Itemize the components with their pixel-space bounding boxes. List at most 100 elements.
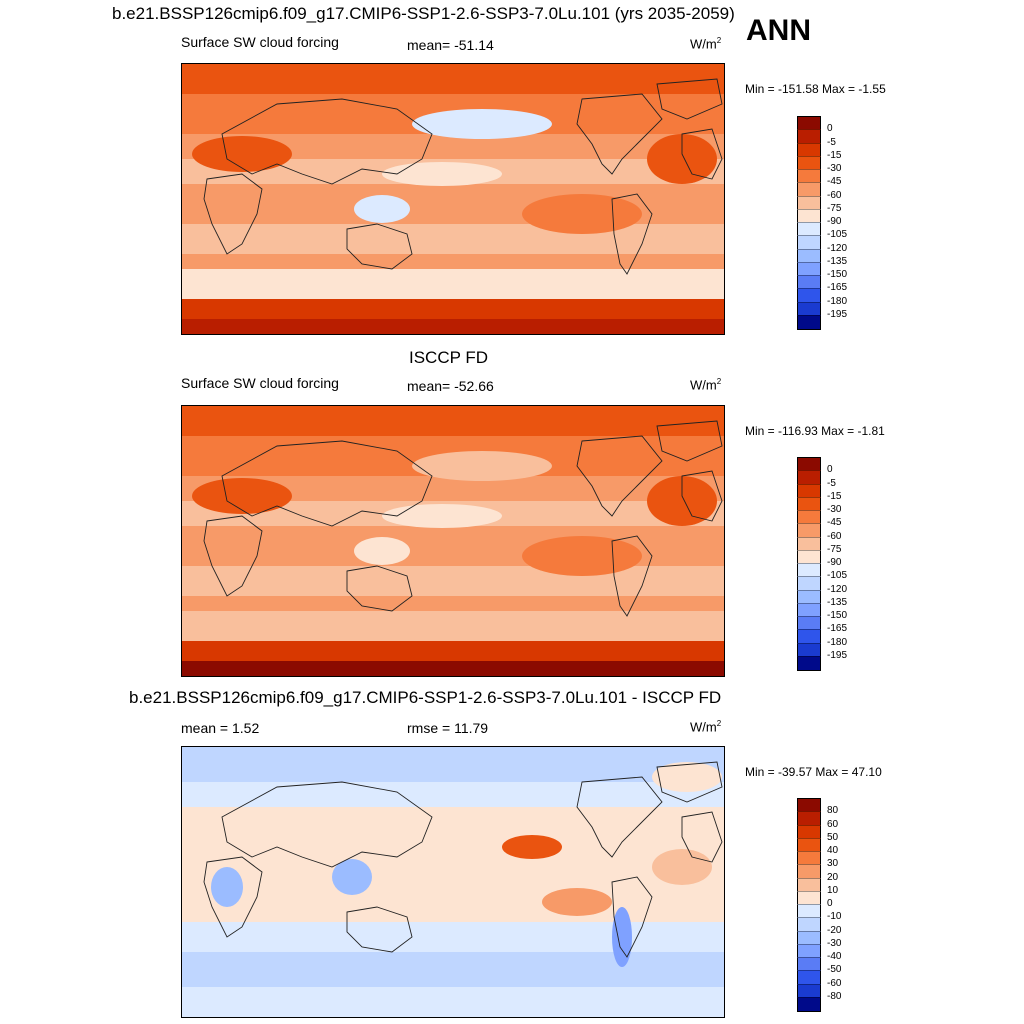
colorbar-swatch (797, 208, 821, 223)
coastline (656, 761, 723, 803)
colorbar-swatch (797, 142, 821, 157)
colorbar-swatch (797, 957, 821, 972)
colorbar-swatch (797, 602, 821, 617)
colorbar-tick-label: -150 (827, 610, 848, 621)
panel2-colorbar: 0 -5 -15 -30 -45 -60 -75 -90 -105 -120 -135 -150 -16… (797, 457, 847, 671)
colorbar-tick-label: 10 (827, 884, 839, 896)
southern-ocean-band (182, 611, 724, 641)
coastline (576, 93, 663, 175)
coastline (611, 535, 653, 617)
colorbar-tick-label: -150 (827, 269, 848, 280)
maritime-continent-anomaly (332, 859, 372, 895)
north-pacific-region (412, 451, 552, 481)
panel1-minmax: Min = -151.58 Max = -1.55 (745, 82, 886, 96)
panel2-variable-label: Surface SW cloud forcing (181, 375, 339, 391)
colorbar-tick-label: -60 (827, 189, 842, 201)
panel2-mean-label: mean= -52.66 (407, 378, 494, 394)
coastline (221, 98, 433, 185)
colorbar-swatch (797, 576, 821, 591)
colorbar-swatch (797, 536, 821, 551)
colorbar-tick-label: -80 (827, 990, 842, 1002)
antarctic-edge-band (182, 319, 724, 334)
colorbar-swatch (797, 877, 821, 892)
colorbar-swatch (797, 851, 821, 866)
panel1-map (181, 63, 725, 335)
colorbar-swatch (797, 261, 821, 276)
colorbar-swatch (797, 589, 821, 604)
colorbar-swatch (797, 930, 821, 945)
itcz-pacific (382, 504, 502, 528)
panel1-mean-label: mean= -51.14 (407, 37, 494, 53)
north-pacific-region (412, 109, 552, 139)
main-title: b.e21.BSSP126cmip6.f09_g17.CMIP6-SSP1-2.… (112, 4, 735, 23)
colorbar-swatch (797, 943, 821, 958)
colorbar-swatch (797, 655, 821, 671)
panel2-minmax: Min = -116.93 Max = -1.81 (745, 424, 885, 438)
colorbar-swatch (797, 496, 821, 511)
colorbar-tick-label: 20 (827, 871, 839, 883)
colorbar-tick-label: -75 (827, 543, 842, 555)
colorbar-swatch (797, 195, 821, 210)
atlantic-anomaly (652, 849, 712, 885)
colorbar-swatch (797, 116, 821, 131)
colorbar-swatch (797, 182, 821, 197)
colorbar-tick-label: -30 (827, 163, 842, 174)
sh-subtropic-band (182, 224, 724, 254)
greenland-region (652, 762, 722, 792)
colorbar-tick-label: -120 (827, 242, 848, 254)
coastline (221, 781, 433, 868)
arctic-band (182, 747, 724, 782)
colorbar-tick-label: -60 (827, 977, 842, 989)
itcz-pacific (382, 162, 502, 186)
se-pacific-anomaly (542, 888, 612, 916)
colorbar-swatch (797, 235, 821, 250)
coastline (346, 906, 413, 953)
colorbar-swatch (797, 169, 821, 184)
coastline (346, 565, 413, 612)
warm-pool-region (354, 195, 410, 223)
colorbar-swatch (797, 248, 821, 263)
panel3-colorbar: 80 60 50 40 30 20 10 0 -10 -20 -30 -40 -50 -60 -80 (797, 798, 841, 1012)
colorbar-swatch (797, 824, 821, 839)
coastline (203, 173, 263, 255)
coastline (611, 193, 653, 275)
antarctic-edge-band (182, 661, 724, 676)
panel2-title: ISCCP FD (409, 348, 489, 367)
colorbar-tick-label: 30 (827, 858, 839, 870)
coastline (203, 515, 263, 597)
colorbar-swatch (797, 811, 821, 826)
colorbar-swatch (797, 288, 821, 303)
se-pacific-region (522, 536, 642, 576)
panel3-title: b.e21.BSSP126cmip6.f09_g17.CMIP6-SSP1-2.… (129, 688, 722, 707)
colorbar-swatch (797, 904, 821, 919)
colorbar-swatch (797, 616, 821, 631)
colorbar-swatch (797, 314, 821, 330)
antarctic-band (182, 987, 724, 1017)
sh-subtropic-band (182, 566, 724, 596)
panel1-variable-label: Surface SW cloud forcing (181, 34, 339, 50)
panel3-mean-label: mean = 1.52 (181, 720, 260, 736)
colorbar-swatch (797, 222, 821, 237)
season-label: ANN (746, 14, 811, 47)
colorbar-tick-label: -15 (827, 149, 842, 161)
colorbar-tick-label: -40 (827, 951, 842, 962)
colorbar-swatch (797, 629, 821, 644)
colorbar-swatch (797, 917, 821, 932)
panel3-units: W/m2 (690, 719, 722, 735)
colorbar-tick-label: -60 (827, 530, 842, 542)
panel2-map (181, 405, 725, 677)
sahara-region (192, 478, 292, 514)
colorbar-tick-label: -45 (827, 517, 842, 529)
colorbar-tick-label: -90 (827, 216, 842, 227)
colorbar-tick-label: -5 (827, 136, 836, 148)
colorbar-tick-label: 0 (827, 464, 833, 476)
arctic-band (182, 406, 724, 436)
colorbar-tick-label: -5 (827, 477, 836, 489)
colorbar-tick-label: -135 (827, 255, 848, 267)
colorbar-swatch (797, 970, 821, 985)
colorbar-tick-label: -45 (827, 176, 842, 188)
colorbar-tick-label: 50 (827, 831, 839, 843)
panel2-units: W/m2 (690, 377, 722, 393)
colorbar-tick-label: -105 (827, 229, 848, 241)
colorbar-tick-label: 40 (827, 845, 839, 856)
